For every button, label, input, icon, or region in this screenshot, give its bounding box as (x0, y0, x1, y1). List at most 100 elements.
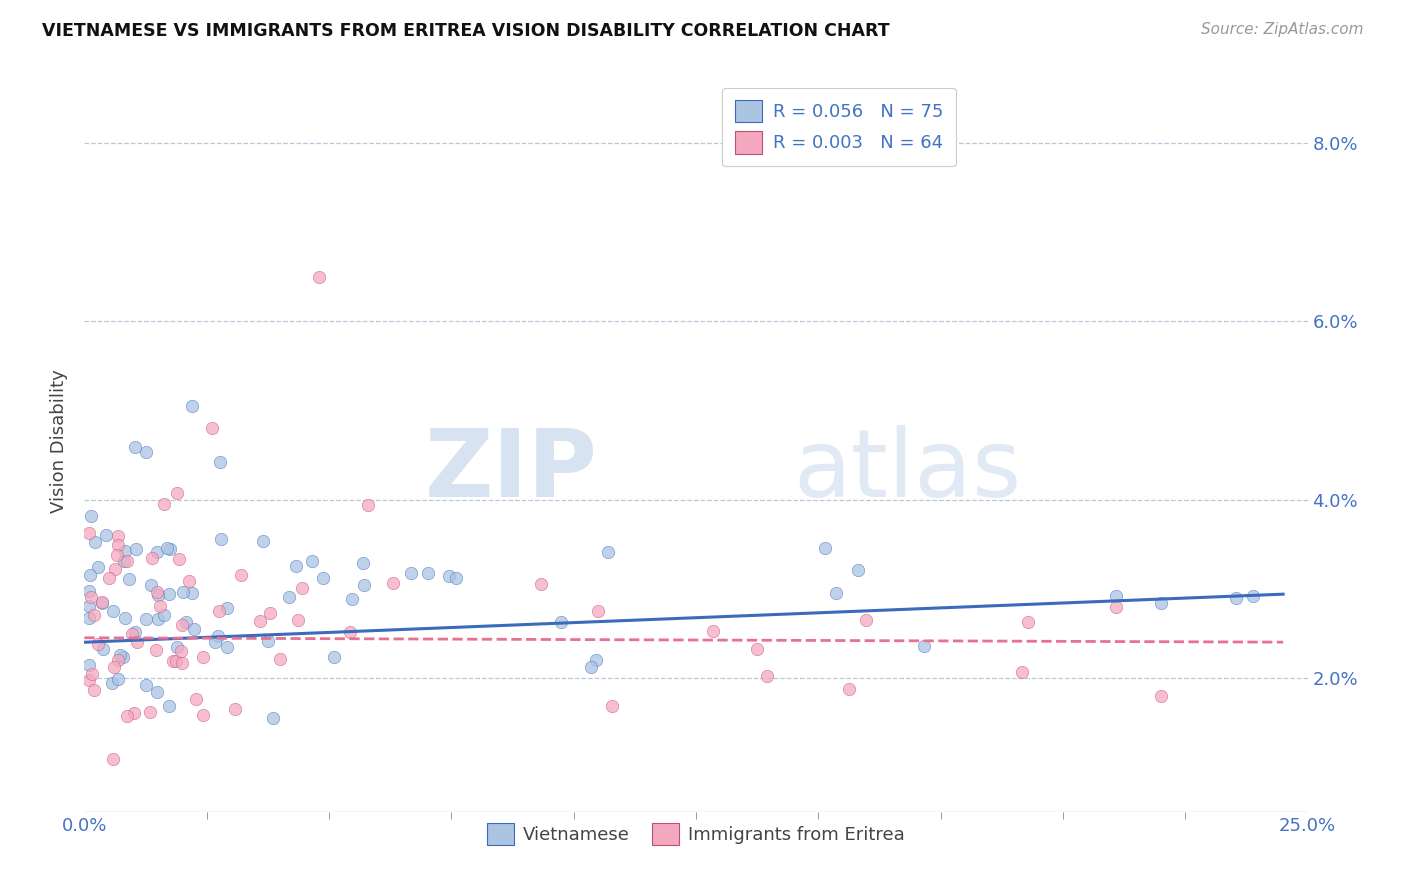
Point (103, 659, 125, 673)
Point (104, 562, 127, 576)
Point (855, 613, 877, 627)
Point (215, 601, 238, 615)
Point (145, 643, 167, 657)
Point (77, 599, 100, 613)
Point (146, 585, 169, 599)
Point (252, 533, 274, 548)
Point (80, 508, 103, 523)
Point (311, 571, 333, 585)
Point (586, 604, 609, 618)
Point (208, 455, 231, 469)
Point (83, 607, 105, 622)
Point (382, 576, 405, 591)
Point (257, 634, 280, 648)
Point (262, 711, 284, 725)
Point (91, 596, 114, 610)
Point (124, 440, 146, 454)
Point (172, 585, 194, 599)
Point (340, 592, 363, 607)
Point (186, 692, 208, 706)
Point (121, 627, 143, 641)
Point (79, 568, 101, 582)
Point (224, 701, 246, 715)
Point (284, 558, 307, 573)
Point (141, 578, 163, 592)
Point (207, 629, 229, 643)
Point (107, 653, 129, 667)
Point (249, 614, 271, 628)
Point (125, 634, 148, 648)
Point (259, 607, 281, 621)
Point (101, 675, 124, 690)
Point (209, 533, 232, 547)
Point (756, 669, 779, 683)
Point (399, 566, 422, 580)
Point (180, 585, 202, 599)
Point (166, 640, 188, 654)
Point (183, 622, 205, 636)
Point (80, 590, 103, 604)
Point (108, 648, 131, 662)
Point (112, 649, 135, 664)
Point (550, 615, 572, 629)
Point (77, 583, 100, 598)
Point (162, 654, 184, 668)
Point (838, 681, 860, 696)
Point (124, 706, 146, 721)
Point (278, 591, 301, 605)
Point (159, 542, 181, 557)
Point (118, 573, 141, 587)
Point (444, 571, 467, 585)
Point (107, 672, 129, 686)
Point (1105, 589, 1128, 603)
Point (912, 640, 935, 654)
Text: VIETNAMESE VS IMMIGRANTS FROM ERITREA VISION DISABILITY CORRELATION CHART: VIETNAMESE VS IMMIGRANTS FROM ERITREA VI… (42, 22, 890, 40)
Point (353, 578, 375, 592)
Point (229, 568, 252, 582)
Point (745, 642, 768, 657)
Point (114, 611, 136, 625)
Point (167, 552, 190, 566)
Point (107, 549, 129, 563)
Point (301, 554, 323, 568)
Point (1241, 589, 1264, 603)
Point (1017, 615, 1039, 629)
Text: Source: ZipAtlas.com: Source: ZipAtlas.com (1201, 22, 1364, 37)
Point (77, 611, 100, 625)
Point (94, 528, 117, 542)
Point (135, 678, 157, 692)
Point (135, 612, 157, 626)
Point (107, 538, 129, 552)
Point (157, 587, 180, 601)
Point (153, 607, 176, 622)
Point (77, 673, 100, 688)
Point (117, 709, 139, 723)
Point (83, 535, 105, 549)
Point (846, 563, 869, 577)
Point (148, 599, 170, 614)
Point (101, 604, 124, 618)
Point (530, 577, 553, 591)
Point (146, 544, 169, 558)
Point (1105, 599, 1128, 614)
Point (585, 653, 607, 667)
Point (418, 566, 440, 580)
Point (169, 644, 191, 658)
Point (148, 612, 170, 626)
Point (172, 656, 194, 670)
Point (579, 660, 602, 674)
Y-axis label: Vision Disability: Vision Disability (51, 369, 69, 514)
Point (339, 624, 361, 639)
Point (357, 498, 380, 512)
Point (135, 445, 157, 459)
Point (702, 624, 724, 639)
Legend: Vietnamese, Immigrants from Eritrea: Vietnamese, Immigrants from Eritrea (478, 814, 914, 855)
Point (139, 706, 162, 720)
Point (82, 666, 104, 681)
Point (156, 541, 179, 555)
Point (97, 571, 120, 585)
Point (1150, 596, 1173, 610)
Point (825, 585, 848, 599)
Point (208, 604, 231, 618)
Point (191, 707, 214, 722)
